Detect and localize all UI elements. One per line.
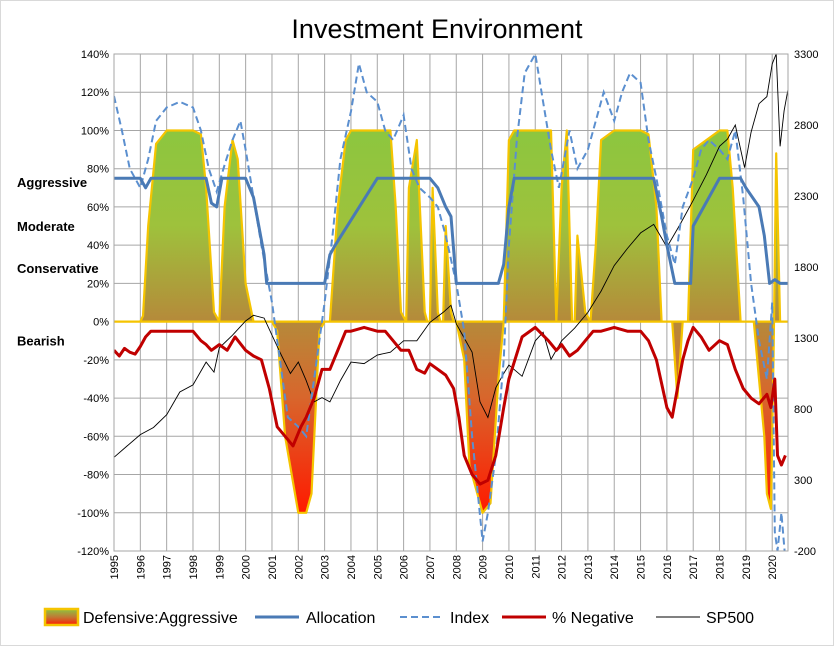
right-axis: -200 300 800 1300 1800 2300 2800 3300: [794, 49, 818, 558]
legend-label: % Negative: [552, 610, 634, 627]
x-tick-label: 2007: [425, 555, 437, 579]
x-tick-label: 1998: [188, 555, 200, 579]
series-sp500-line: [114, 54, 788, 458]
y-left-tick-label: 60%: [87, 202, 109, 214]
zone-labels: Aggressive Moderate Conservative Bearish: [17, 175, 99, 349]
x-tick-label: 2003: [320, 555, 332, 579]
x-tick-label: 1995: [109, 555, 121, 579]
y-right-tick-label: -200: [794, 546, 816, 558]
zone-label: Moderate: [17, 219, 75, 234]
x-tick-label: 2008: [451, 555, 463, 579]
x-tick-label: 2004: [346, 555, 358, 579]
series-allocation-line: [114, 176, 788, 285]
chart-title: Investment Environment: [291, 14, 583, 44]
y-left-tick-label: -100%: [77, 508, 109, 520]
y-right-tick-label: 300: [794, 475, 812, 487]
y-right-tick-label: 3300: [794, 49, 818, 61]
plot-area: [114, 54, 788, 551]
series-negative-line: [114, 325, 787, 486]
x-tick-label: 2001: [267, 555, 279, 579]
x-tick-label: 2010: [504, 555, 516, 579]
x-tick-label: 2016: [662, 555, 674, 579]
y-left-tick-label: 120%: [81, 87, 109, 99]
x-tick-label: 2020: [767, 555, 779, 579]
y-right-tick-label: 2800: [794, 120, 818, 132]
plot-border: [113, 53, 789, 552]
series-index-line: [114, 54, 786, 551]
x-tick-label: 2017: [688, 555, 700, 579]
x-tick-label: 2006: [399, 555, 411, 579]
zone-label: Bearish: [17, 334, 65, 349]
x-tick-label: 1997: [162, 555, 174, 579]
x-tick-label: 1999: [214, 555, 226, 579]
y-left-tick-label: -120%: [77, 546, 109, 558]
x-tick-label: 2012: [557, 555, 569, 579]
y-left-tick-label: 20%: [87, 278, 109, 290]
legend-label: Index: [450, 610, 489, 627]
y-left-tick-label: 40%: [87, 240, 109, 252]
y-right-tick-label: 1800: [794, 262, 818, 274]
y-left-tick-label: 80%: [87, 164, 109, 176]
x-tick-label: 2013: [583, 555, 595, 579]
y-right-tick-label: 2300: [794, 191, 818, 203]
y-left-tick-label: -80%: [83, 470, 109, 482]
zone-label: Aggressive: [17, 175, 87, 190]
x-tick-label: 1996: [135, 555, 147, 579]
y-right-tick-label: 1300: [794, 333, 818, 345]
legend: Defensive:Aggressive Allocation Index % Neg…: [43, 607, 754, 627]
left-axis: -120% -100% -80% -60% -40% -20% 0% 20% 40% 60% 80%…: [77, 49, 109, 558]
x-tick-label: 2019: [741, 555, 753, 579]
x-axis: 1995 1996 1997 1998 1999 2000 2001 2002 2003 2004…: [109, 555, 779, 579]
legend-label: SP500: [706, 610, 754, 627]
x-tick-label: 2002: [293, 555, 305, 579]
x-tick-label: 2018: [715, 555, 727, 579]
y-left-tick-label: -60%: [83, 431, 109, 443]
y-left-tick-label: -40%: [83, 393, 109, 405]
x-tick-label: 2015: [636, 555, 648, 579]
x-tick-label: 2011: [530, 555, 542, 579]
y-right-tick-label: 800: [794, 404, 812, 416]
x-tick-label: 2005: [372, 555, 384, 579]
zone-label: Conservative: [17, 261, 99, 276]
series-defensive-aggressive-area: [114, 129, 788, 514]
y-left-tick-label: 0%: [93, 317, 109, 329]
legend-swatch-area: [43, 607, 80, 627]
x-tick-label: 2009: [478, 555, 490, 579]
y-left-tick-label: 100%: [81, 125, 109, 137]
y-left-tick-label: -20%: [83, 355, 109, 367]
y-left-tick-label: 140%: [81, 49, 109, 61]
legend-label: Defensive:Aggressive: [83, 610, 238, 627]
x-tick-label: 2014: [609, 555, 621, 579]
x-tick-label: 2000: [241, 555, 253, 579]
legend-label: Allocation: [306, 610, 375, 627]
